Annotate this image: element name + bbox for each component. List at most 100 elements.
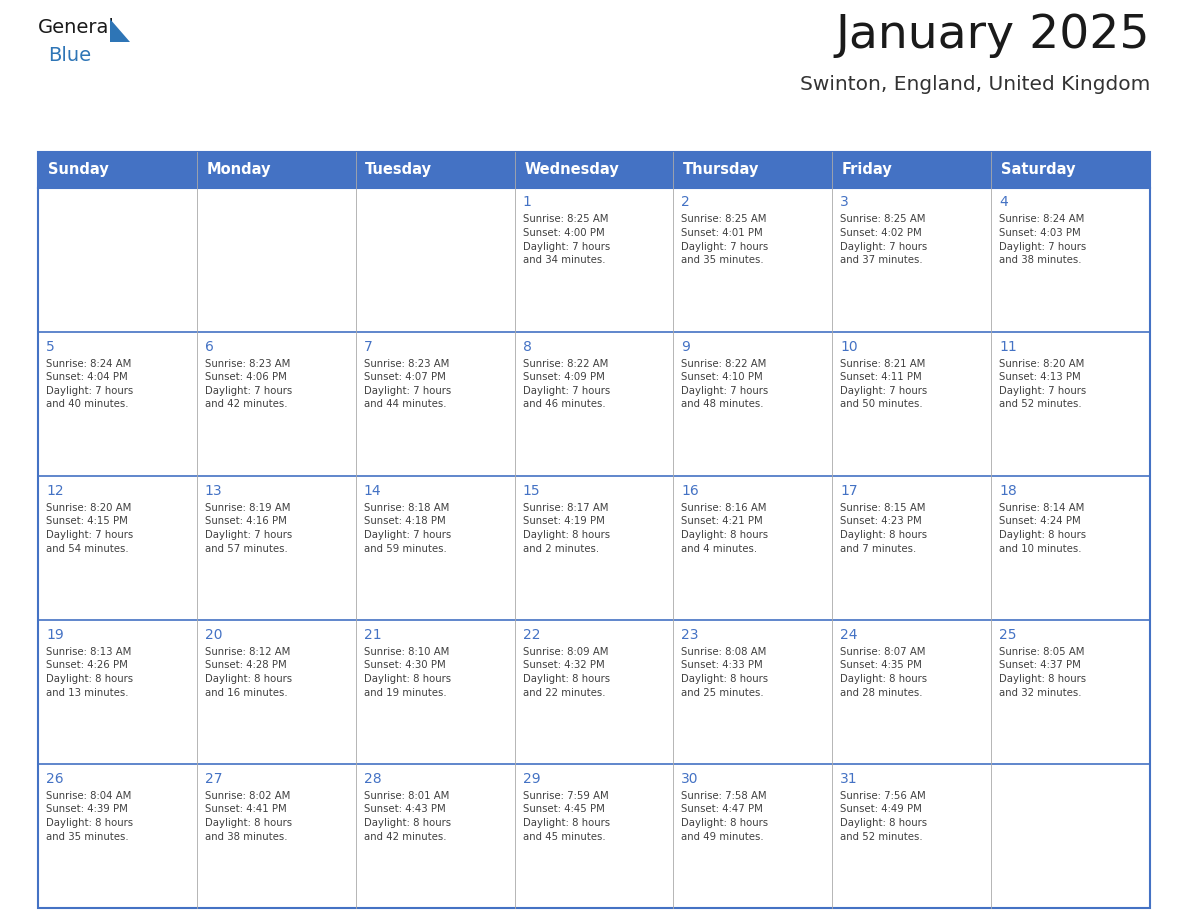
Bar <box>38 187 197 331</box>
Text: Monday: Monday <box>207 162 271 177</box>
Text: Sunrise: 8:12 AM
Sunset: 4:28 PM
Daylight: 8 hours
and 16 minutes.: Sunrise: 8:12 AM Sunset: 4:28 PM Dayligh… <box>204 647 292 698</box>
Bar <box>514 152 674 187</box>
Text: Sunrise: 8:07 AM
Sunset: 4:35 PM
Daylight: 8 hours
and 28 minutes.: Sunrise: 8:07 AM Sunset: 4:35 PM Dayligh… <box>840 647 928 698</box>
Text: Sunrise: 8:22 AM
Sunset: 4:10 PM
Daylight: 7 hours
and 48 minutes.: Sunrise: 8:22 AM Sunset: 4:10 PM Dayligh… <box>682 359 769 409</box>
Text: 19: 19 <box>46 628 64 642</box>
Bar <box>674 476 833 620</box>
Text: 20: 20 <box>204 628 222 642</box>
Text: 7: 7 <box>364 340 372 353</box>
Text: Saturday: Saturday <box>1000 162 1075 177</box>
Bar <box>833 476 991 620</box>
Text: Sunrise: 8:05 AM
Sunset: 4:37 PM
Daylight: 8 hours
and 32 minutes.: Sunrise: 8:05 AM Sunset: 4:37 PM Dayligh… <box>999 647 1086 698</box>
Text: Sunrise: 8:17 AM
Sunset: 4:19 PM
Daylight: 8 hours
and 2 minutes.: Sunrise: 8:17 AM Sunset: 4:19 PM Dayligh… <box>523 503 609 554</box>
Text: Sunrise: 8:04 AM
Sunset: 4:39 PM
Daylight: 8 hours
and 35 minutes.: Sunrise: 8:04 AM Sunset: 4:39 PM Dayligh… <box>46 791 133 842</box>
Bar <box>833 331 991 476</box>
Text: 11: 11 <box>999 340 1017 353</box>
Text: Sunrise: 8:20 AM
Sunset: 4:13 PM
Daylight: 7 hours
and 52 minutes.: Sunrise: 8:20 AM Sunset: 4:13 PM Dayligh… <box>999 359 1086 409</box>
Text: Sunrise: 8:25 AM
Sunset: 4:00 PM
Daylight: 7 hours
and 34 minutes.: Sunrise: 8:25 AM Sunset: 4:00 PM Dayligh… <box>523 215 609 265</box>
Polygon shape <box>110 19 129 41</box>
Bar <box>38 476 197 620</box>
Text: Sunrise: 7:56 AM
Sunset: 4:49 PM
Daylight: 8 hours
and 52 minutes.: Sunrise: 7:56 AM Sunset: 4:49 PM Dayligh… <box>840 791 928 842</box>
Bar <box>674 152 833 187</box>
Bar <box>355 476 514 620</box>
Text: 26: 26 <box>46 772 64 786</box>
Bar <box>38 331 197 476</box>
Bar <box>991 152 1150 187</box>
Bar <box>514 620 674 764</box>
Bar <box>197 620 355 764</box>
Bar <box>514 187 674 331</box>
Text: 4: 4 <box>999 196 1007 209</box>
Text: Wednesday: Wednesday <box>524 162 619 177</box>
Text: 1: 1 <box>523 196 531 209</box>
Bar <box>991 620 1150 764</box>
Bar <box>514 331 674 476</box>
Text: Thursday: Thursday <box>683 162 759 177</box>
Text: Friday: Friday <box>842 162 892 177</box>
Text: 14: 14 <box>364 484 381 498</box>
Text: 17: 17 <box>840 484 858 498</box>
Bar <box>38 152 197 187</box>
Bar <box>197 152 355 187</box>
Bar <box>991 187 1150 331</box>
Text: 5: 5 <box>46 340 55 353</box>
Text: Sunrise: 8:19 AM
Sunset: 4:16 PM
Daylight: 7 hours
and 57 minutes.: Sunrise: 8:19 AM Sunset: 4:16 PM Dayligh… <box>204 503 292 554</box>
Text: Tuesday: Tuesday <box>365 162 432 177</box>
Text: 8: 8 <box>523 340 531 353</box>
Text: Sunrise: 8:20 AM
Sunset: 4:15 PM
Daylight: 7 hours
and 54 minutes.: Sunrise: 8:20 AM Sunset: 4:15 PM Dayligh… <box>46 503 133 554</box>
Bar <box>355 620 514 764</box>
Bar <box>991 476 1150 620</box>
Text: Sunrise: 8:22 AM
Sunset: 4:09 PM
Daylight: 7 hours
and 46 minutes.: Sunrise: 8:22 AM Sunset: 4:09 PM Dayligh… <box>523 359 609 409</box>
Text: Sunrise: 8:24 AM
Sunset: 4:04 PM
Daylight: 7 hours
and 40 minutes.: Sunrise: 8:24 AM Sunset: 4:04 PM Dayligh… <box>46 359 133 409</box>
Bar <box>197 764 355 908</box>
Text: Sunrise: 8:02 AM
Sunset: 4:41 PM
Daylight: 8 hours
and 38 minutes.: Sunrise: 8:02 AM Sunset: 4:41 PM Dayligh… <box>204 791 292 842</box>
Text: 2: 2 <box>682 196 690 209</box>
Text: 3: 3 <box>840 196 849 209</box>
Text: Sunday: Sunday <box>48 162 108 177</box>
Text: 21: 21 <box>364 628 381 642</box>
Text: Sunrise: 8:24 AM
Sunset: 4:03 PM
Daylight: 7 hours
and 38 minutes.: Sunrise: 8:24 AM Sunset: 4:03 PM Dayligh… <box>999 215 1086 265</box>
Bar <box>674 331 833 476</box>
Bar <box>991 331 1150 476</box>
Text: 31: 31 <box>840 772 858 786</box>
Text: Sunrise: 8:23 AM
Sunset: 4:06 PM
Daylight: 7 hours
and 42 minutes.: Sunrise: 8:23 AM Sunset: 4:06 PM Dayligh… <box>204 359 292 409</box>
Bar <box>197 331 355 476</box>
Text: Sunrise: 8:13 AM
Sunset: 4:26 PM
Daylight: 8 hours
and 13 minutes.: Sunrise: 8:13 AM Sunset: 4:26 PM Dayligh… <box>46 647 133 698</box>
Text: Blue: Blue <box>48 46 91 65</box>
Text: 24: 24 <box>840 628 858 642</box>
Text: 28: 28 <box>364 772 381 786</box>
Bar <box>355 331 514 476</box>
Bar <box>991 764 1150 908</box>
Text: 10: 10 <box>840 340 858 353</box>
Text: Sunrise: 8:15 AM
Sunset: 4:23 PM
Daylight: 8 hours
and 7 minutes.: Sunrise: 8:15 AM Sunset: 4:23 PM Dayligh… <box>840 503 928 554</box>
Text: Sunrise: 7:58 AM
Sunset: 4:47 PM
Daylight: 8 hours
and 49 minutes.: Sunrise: 7:58 AM Sunset: 4:47 PM Dayligh… <box>682 791 769 842</box>
Text: 12: 12 <box>46 484 64 498</box>
Text: 13: 13 <box>204 484 222 498</box>
Bar <box>833 152 991 187</box>
Text: Swinton, England, United Kingdom: Swinton, England, United Kingdom <box>800 75 1150 94</box>
Text: Sunrise: 8:08 AM
Sunset: 4:33 PM
Daylight: 8 hours
and 25 minutes.: Sunrise: 8:08 AM Sunset: 4:33 PM Dayligh… <box>682 647 769 698</box>
Text: 15: 15 <box>523 484 541 498</box>
Bar <box>38 620 197 764</box>
Bar <box>514 764 674 908</box>
Text: Sunrise: 8:01 AM
Sunset: 4:43 PM
Daylight: 8 hours
and 42 minutes.: Sunrise: 8:01 AM Sunset: 4:43 PM Dayligh… <box>364 791 450 842</box>
Text: 30: 30 <box>682 772 699 786</box>
Bar <box>197 187 355 331</box>
Text: Sunrise: 8:16 AM
Sunset: 4:21 PM
Daylight: 8 hours
and 4 minutes.: Sunrise: 8:16 AM Sunset: 4:21 PM Dayligh… <box>682 503 769 554</box>
Text: Sunrise: 8:10 AM
Sunset: 4:30 PM
Daylight: 8 hours
and 19 minutes.: Sunrise: 8:10 AM Sunset: 4:30 PM Dayligh… <box>364 647 450 698</box>
Bar <box>38 152 1150 908</box>
Text: 29: 29 <box>523 772 541 786</box>
Text: Sunrise: 8:23 AM
Sunset: 4:07 PM
Daylight: 7 hours
and 44 minutes.: Sunrise: 8:23 AM Sunset: 4:07 PM Dayligh… <box>364 359 451 409</box>
Text: January 2025: January 2025 <box>835 13 1150 58</box>
Bar <box>674 764 833 908</box>
Bar <box>674 187 833 331</box>
Text: Sunrise: 8:18 AM
Sunset: 4:18 PM
Daylight: 7 hours
and 59 minutes.: Sunrise: 8:18 AM Sunset: 4:18 PM Dayligh… <box>364 503 451 554</box>
Text: Sunrise: 7:59 AM
Sunset: 4:45 PM
Daylight: 8 hours
and 45 minutes.: Sunrise: 7:59 AM Sunset: 4:45 PM Dayligh… <box>523 791 609 842</box>
Bar <box>833 187 991 331</box>
Text: 6: 6 <box>204 340 214 353</box>
Text: Sunrise: 8:14 AM
Sunset: 4:24 PM
Daylight: 8 hours
and 10 minutes.: Sunrise: 8:14 AM Sunset: 4:24 PM Dayligh… <box>999 503 1086 554</box>
Text: 23: 23 <box>682 628 699 642</box>
Text: 22: 22 <box>523 628 541 642</box>
Bar <box>514 476 674 620</box>
Bar <box>674 620 833 764</box>
